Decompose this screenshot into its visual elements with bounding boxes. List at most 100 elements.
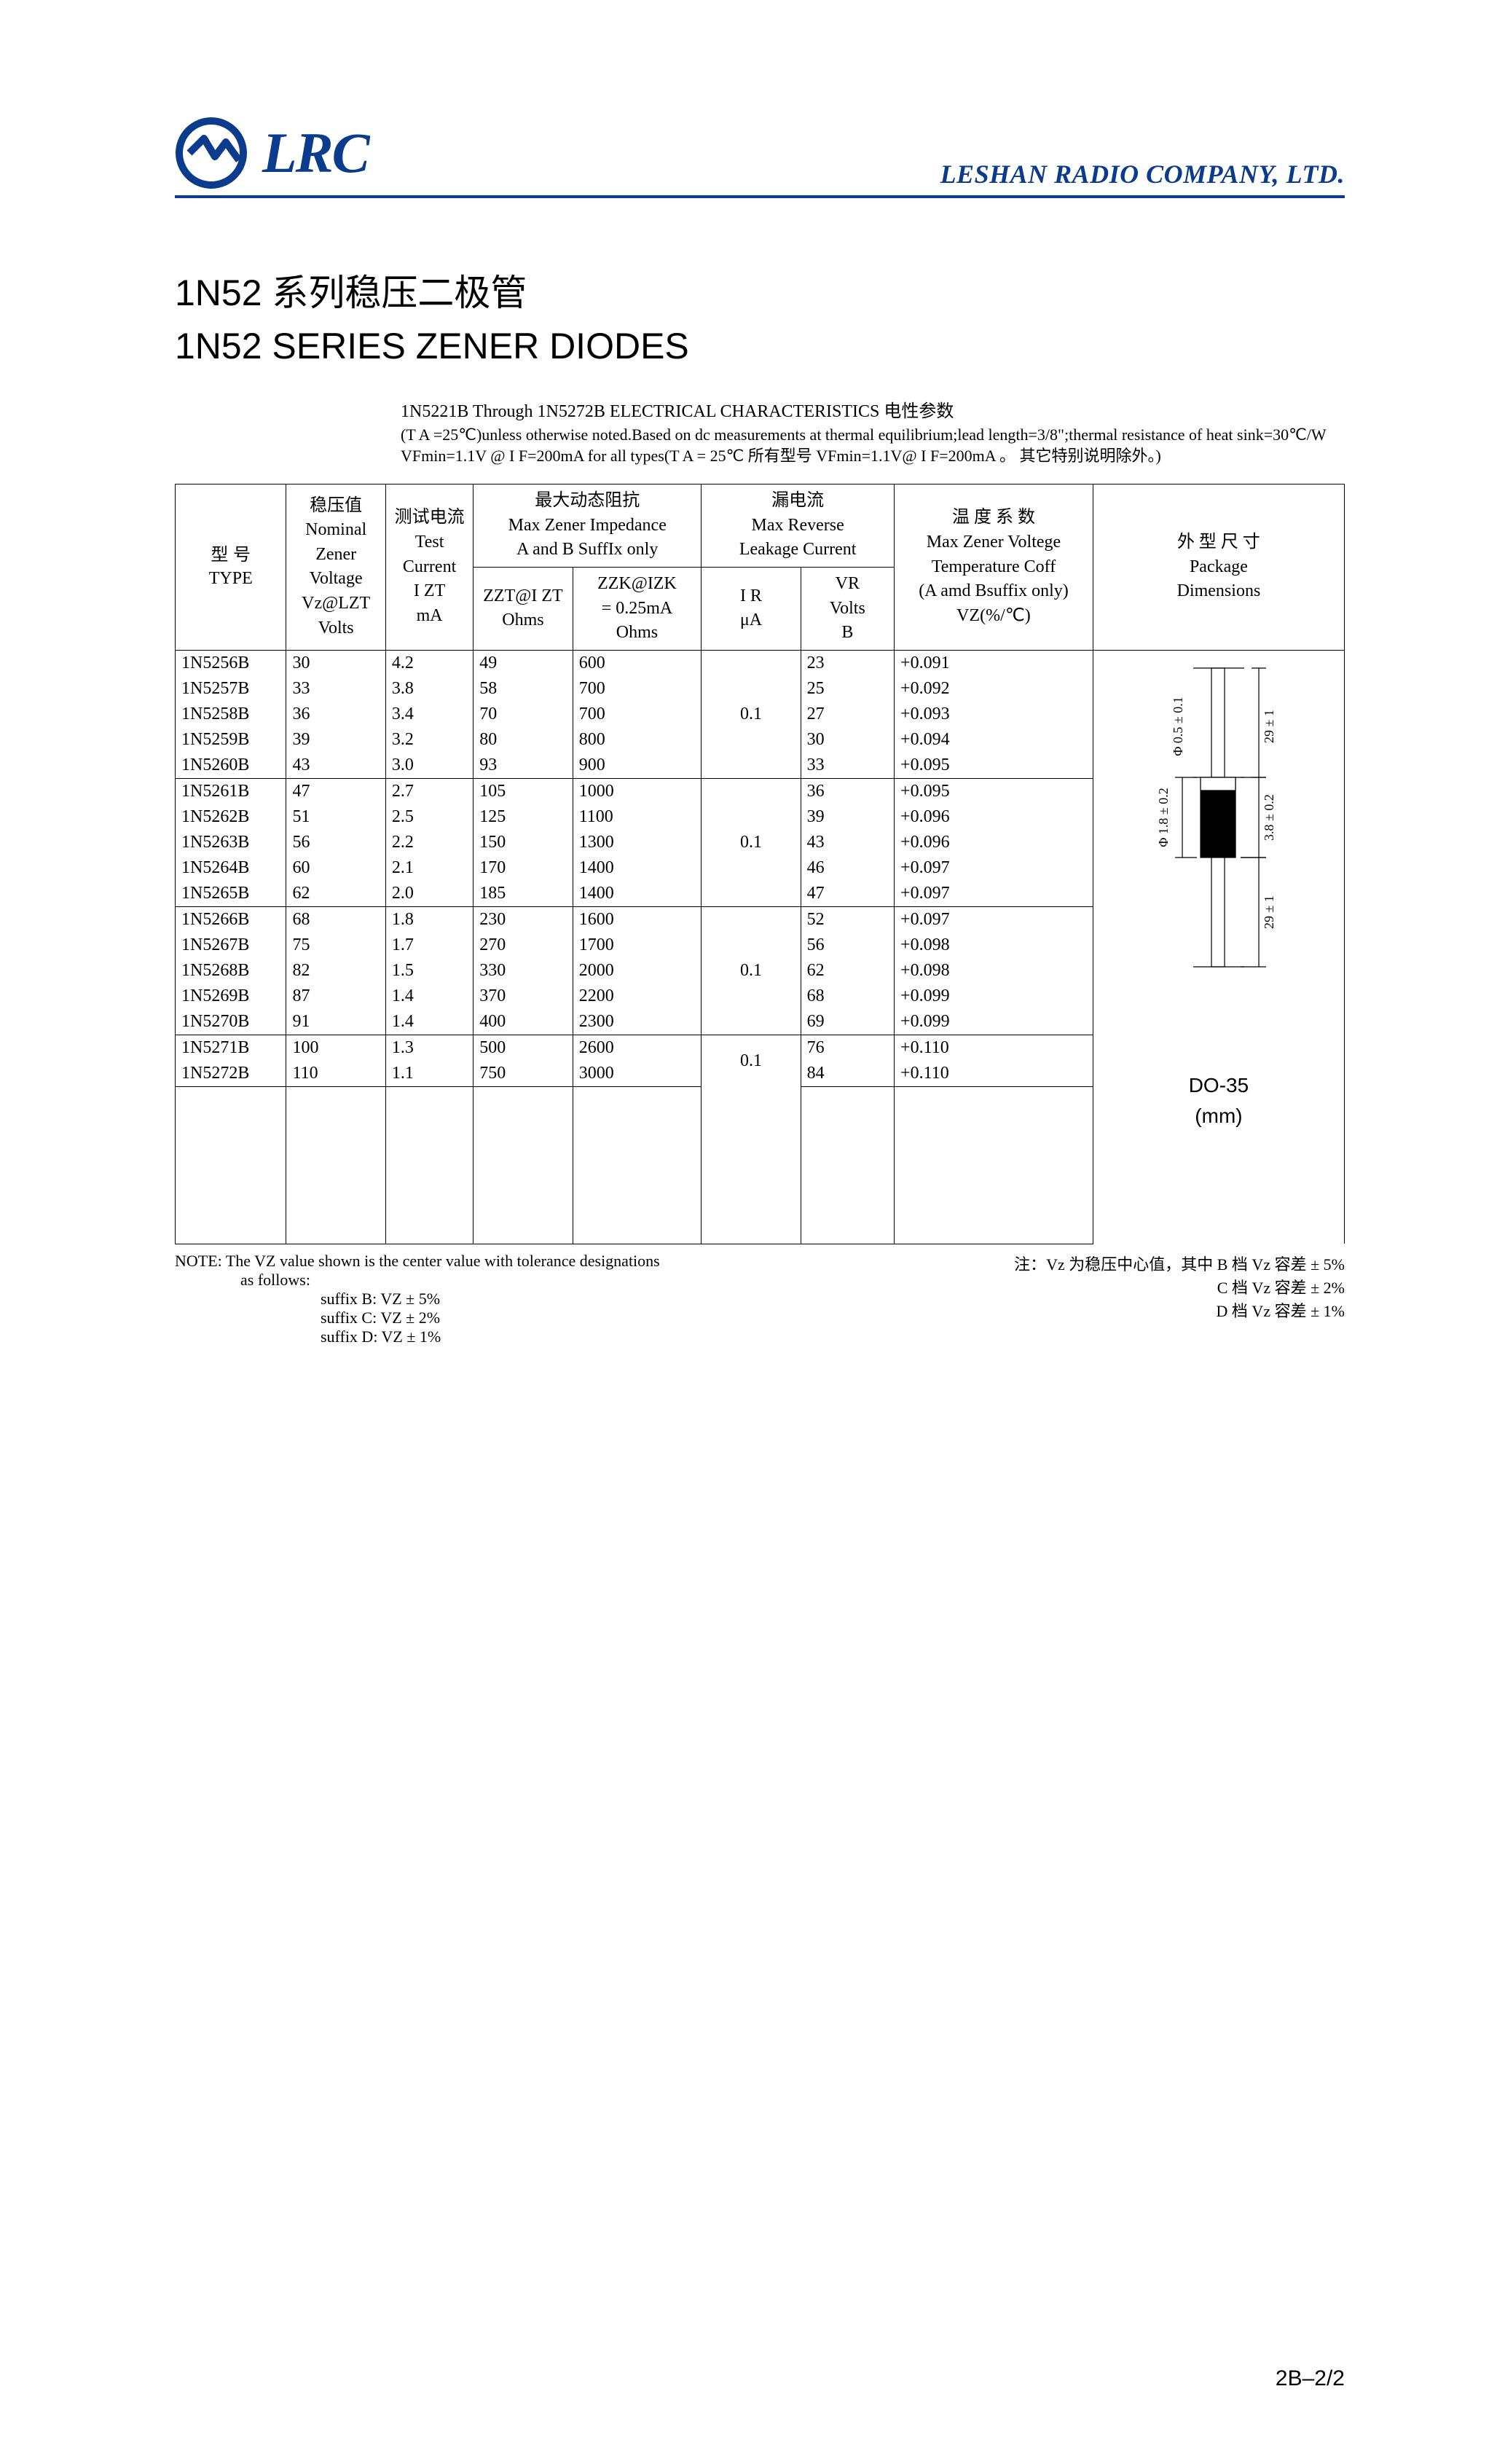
table-cell-empty — [473, 1191, 573, 1217]
table-cell: 43 — [801, 830, 894, 855]
table-cell: 1N5270B — [176, 1009, 286, 1035]
table-cell: 1100 — [573, 804, 702, 830]
table-cell: 39 — [286, 727, 385, 753]
footnotes: NOTE: The VZ value shown is the center v… — [175, 1252, 1345, 1346]
table-cell: 230 — [473, 906, 573, 933]
th-zzt: ZZT@I ZT Ohms — [473, 567, 573, 650]
diode-package-icon: Φ 0.5 ± 0.129 ± 1Φ 1.8 ± 0.23.8 ± 0.229 … — [1108, 654, 1329, 1062]
svg-text:29 ± 1: 29 ± 1 — [1262, 710, 1276, 743]
table-cell: 93 — [473, 753, 573, 779]
table-cell-empty — [176, 1191, 286, 1217]
table-cell-empty — [801, 1113, 894, 1139]
table-cell-empty — [286, 1217, 385, 1244]
table-cell: 1N5263B — [176, 830, 286, 855]
table-cell: 84 — [801, 1061, 894, 1087]
table-cell: 1.7 — [385, 933, 473, 958]
th-leakage: 漏电流 Max Reverse Leakage Current — [702, 484, 895, 568]
table-cell-empty — [385, 1191, 473, 1217]
svg-text:29 ± 1: 29 ± 1 — [1262, 895, 1276, 929]
table-cell: +0.096 — [895, 804, 1093, 830]
table-cell: 700 — [573, 676, 702, 702]
characteristics-note: (T A =25℃)unless otherwise noted.Based o… — [401, 425, 1345, 466]
table-cell: 105 — [473, 778, 573, 804]
table-cell: 1N5262B — [176, 804, 286, 830]
table-cell: 1N5256B — [176, 650, 286, 676]
table-cell: 1.5 — [385, 958, 473, 984]
table-cell: 69 — [801, 1009, 894, 1035]
table-cell: +0.094 — [895, 727, 1093, 753]
table-cell: 270 — [473, 933, 573, 958]
table-cell: +0.110 — [895, 1061, 1093, 1087]
table-cell-empty — [801, 1217, 894, 1244]
th-ir: I R μA — [702, 567, 801, 650]
table-cell-empty — [801, 1165, 894, 1191]
th-tempco: 温 度 系 数 Max Zener Voltege Temperature Co… — [895, 484, 1093, 651]
table-cell-empty — [702, 1191, 801, 1217]
table-cell: 400 — [473, 1009, 573, 1035]
table-body: 1N5256B304.2496000.123+0.091Φ 0.5 ± 0.12… — [176, 650, 1345, 1244]
table-cell-empty — [702, 1139, 801, 1165]
table-cell: 2.0 — [385, 881, 473, 907]
table-cell: +0.099 — [895, 984, 1093, 1009]
table-cell: 700 — [573, 702, 702, 727]
table-cell: 1N5272B — [176, 1061, 286, 1087]
table-cell: 4.2 — [385, 650, 473, 676]
table-cell-empty — [801, 1086, 894, 1113]
table-cell: 46 — [801, 855, 894, 881]
table-cell-empty — [176, 1086, 286, 1113]
table-cell: 75 — [286, 933, 385, 958]
table-cell: 2300 — [573, 1009, 702, 1035]
table-cell-empty — [176, 1113, 286, 1139]
table-cell: 1400 — [573, 881, 702, 907]
table-cell: 52 — [801, 906, 894, 933]
footnote-right: 注：Vz 为稳压中心值，其中 B 档 Vz 容差 ± 5% C 档 Vz 容差 … — [1014, 1252, 1345, 1346]
table-cell-empty — [573, 1113, 702, 1139]
table-cell: 27 — [801, 702, 894, 727]
table-cell: +0.098 — [895, 933, 1093, 958]
table-cell: +0.096 — [895, 830, 1093, 855]
table-cell: 2.2 — [385, 830, 473, 855]
ir-cell: 0.1 — [702, 650, 801, 778]
table-cell: 2.1 — [385, 855, 473, 881]
package-diagram-cell: Φ 0.5 ± 0.129 ± 1Φ 1.8 ± 0.23.8 ± 0.229 … — [1093, 650, 1344, 1244]
table-cell: 82 — [286, 958, 385, 984]
title-en: 1N52 SERIES ZENER DIODES — [175, 325, 1345, 367]
table-cell: 76 — [801, 1035, 894, 1061]
table-cell: 1N5261B — [176, 778, 286, 804]
table-cell-empty — [473, 1139, 573, 1165]
table-cell: 43 — [286, 753, 385, 779]
table-cell: +0.097 — [895, 881, 1093, 907]
company-name: LESHAN RADIO COMPANY, LTD. — [940, 159, 1345, 189]
table-cell-empty — [895, 1217, 1093, 1244]
th-vr: VR Volts B — [801, 567, 894, 650]
table-cell: 1600 — [573, 906, 702, 933]
lrc-logo-icon — [175, 117, 248, 189]
spec-table: 型 号 TYPE 稳压值 Nominal Zener Voltage Vz@LZ… — [175, 484, 1345, 1244]
table-cell: 1N5259B — [176, 727, 286, 753]
table-cell-empty — [801, 1139, 894, 1165]
table-cell: 170 — [473, 855, 573, 881]
table-cell: 600 — [573, 650, 702, 676]
table-cell: 125 — [473, 804, 573, 830]
table-cell-empty — [473, 1165, 573, 1191]
table-cell-empty — [286, 1113, 385, 1139]
table-cell: 1N5268B — [176, 958, 286, 984]
table-cell: 58 — [473, 676, 573, 702]
table-cell: 3000 — [573, 1061, 702, 1087]
table-cell-empty — [385, 1217, 473, 1244]
table-cell-empty — [573, 1165, 702, 1191]
table-cell: 80 — [473, 727, 573, 753]
table-cell: 30 — [286, 650, 385, 676]
table-cell-empty — [702, 1086, 801, 1113]
table-cell: 47 — [801, 881, 894, 907]
table-cell: +0.097 — [895, 906, 1093, 933]
table-cell: 1N5271B — [176, 1035, 286, 1061]
table-cell-empty — [573, 1139, 702, 1165]
table-cell: 1N5266B — [176, 906, 286, 933]
table-cell: 110 — [286, 1061, 385, 1087]
table-cell: +0.098 — [895, 958, 1093, 984]
th-type: 型 号 TYPE — [176, 484, 286, 651]
table-cell: 1N5265B — [176, 881, 286, 907]
table-cell-empty — [895, 1139, 1093, 1165]
table-cell: 2000 — [573, 958, 702, 984]
